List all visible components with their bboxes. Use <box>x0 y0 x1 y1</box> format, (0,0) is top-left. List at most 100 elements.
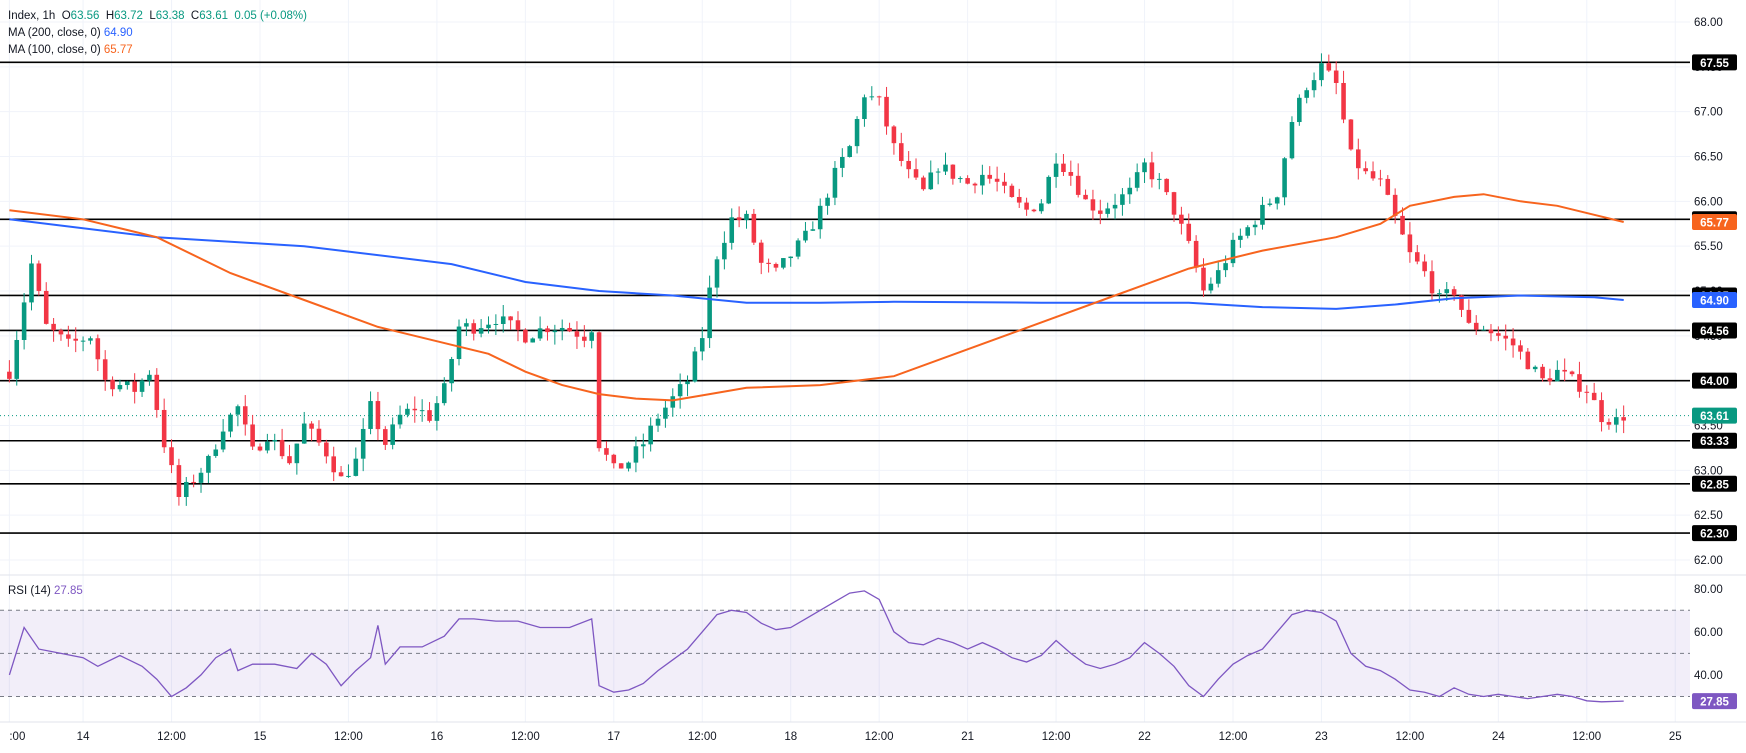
candle-body <box>1555 369 1560 382</box>
candle-body <box>279 439 285 457</box>
candle-body <box>1171 192 1177 215</box>
candle-body <box>1053 163 1059 177</box>
rsi-axis-tick-label: 80.00 <box>1694 584 1723 596</box>
candle-body <box>766 262 771 264</box>
candle-body <box>1444 289 1450 294</box>
price-axis-tick-label: 67.00 <box>1694 107 1723 119</box>
candle-body <box>692 351 698 382</box>
candle-body <box>884 96 889 127</box>
price-badge-label: 65.77 <box>1700 217 1729 229</box>
candle-body <box>1473 322 1479 330</box>
candle-body <box>1591 392 1597 401</box>
candle-body <box>773 263 779 268</box>
candle-body <box>545 328 550 333</box>
candle-body <box>928 172 934 190</box>
ma200-line <box>9 218 1624 310</box>
rsi-pane: 40.00 60.00 80.00 27.85 <box>0 584 1737 710</box>
candle-body <box>994 178 1000 182</box>
candle-body <box>1429 271 1435 294</box>
candle-body <box>383 429 388 445</box>
candle-body <box>102 359 108 380</box>
candle-body <box>1009 185 1015 197</box>
time-axis-tick-label: 23 <box>1315 731 1328 743</box>
candle-body <box>36 263 42 291</box>
candle-body <box>817 205 823 230</box>
candle-body <box>832 167 838 198</box>
candle-body <box>191 481 196 483</box>
candle-body <box>582 336 587 341</box>
candle-body <box>1577 374 1582 392</box>
candle-body <box>758 242 764 263</box>
candle-body <box>1370 171 1376 179</box>
candle-body <box>707 287 712 339</box>
legend-symbol: Index <box>8 10 37 22</box>
candle-body <box>847 146 852 158</box>
candle-body <box>950 164 956 179</box>
candle-body <box>1525 351 1531 370</box>
candle-body <box>125 381 130 386</box>
horizontal-level-label: 62.85 <box>1700 479 1729 491</box>
candle-body <box>456 326 462 360</box>
candle-body <box>1481 329 1486 331</box>
price-badge-label: 64.90 <box>1700 295 1729 307</box>
candle-body <box>220 431 226 450</box>
candle-body <box>449 359 454 384</box>
horizontal-level-badge <box>1692 525 1737 542</box>
rsi-axis-tick-label: 40.00 <box>1694 670 1723 682</box>
legend-h-label: H <box>105 10 115 22</box>
candle-body <box>898 143 904 161</box>
candle-body <box>287 456 292 464</box>
candle-body <box>1156 178 1162 180</box>
candle-body <box>464 323 469 327</box>
candle-body <box>412 408 418 411</box>
candle-body <box>434 403 440 421</box>
time-axis-tick-label: :00 <box>9 731 25 743</box>
candle-body <box>611 454 617 464</box>
price-axis-tick-label: 63.00 <box>1694 465 1723 477</box>
candle-body <box>795 240 801 257</box>
candle-body <box>1061 163 1066 173</box>
price-badge-ma100 <box>1692 213 1737 230</box>
candle-body <box>854 119 860 147</box>
candle-body <box>51 323 56 331</box>
candle-body <box>73 338 78 341</box>
candle-body <box>324 442 329 457</box>
legend-low: 63.38 <box>155 10 185 22</box>
ma200-legend: MA (200, close, 0) 64.90 <box>8 26 133 40</box>
candle-body <box>876 96 882 98</box>
horizontal-level-badge <box>1692 322 1737 339</box>
time-axis-tick-label: 12:00 <box>1572 731 1601 743</box>
candle-body <box>633 446 639 463</box>
candle-body <box>736 217 742 221</box>
candle-body <box>1046 176 1051 204</box>
legend-interval: 1h <box>42 10 56 22</box>
candle-body <box>1319 63 1324 81</box>
candle-body <box>869 96 875 98</box>
candle-body <box>228 414 233 432</box>
candle-body <box>1090 199 1096 211</box>
candle-body <box>699 338 705 352</box>
candle-body <box>1098 210 1103 214</box>
candle-body <box>1120 194 1125 205</box>
candle-body <box>1068 172 1074 176</box>
candle-body <box>169 447 174 466</box>
candle-body <box>1356 149 1361 169</box>
candle-body <box>360 428 366 459</box>
price-axis-tick-label: 65.50 <box>1694 241 1723 253</box>
candle-body <box>294 443 300 464</box>
candle-body <box>1238 235 1243 240</box>
price-axis-tick-label: 66.50 <box>1694 152 1723 164</box>
candle-body <box>825 197 830 206</box>
candle-body <box>567 327 572 332</box>
candle-body <box>663 407 668 419</box>
candle-body <box>906 160 911 170</box>
candle-body <box>1503 335 1509 339</box>
legend-c-label: C <box>190 10 200 22</box>
candle-body <box>1407 234 1413 253</box>
rsi-axis-tick-label: 60.00 <box>1694 627 1723 639</box>
candle-body <box>1127 187 1133 195</box>
candle-body <box>95 338 101 360</box>
